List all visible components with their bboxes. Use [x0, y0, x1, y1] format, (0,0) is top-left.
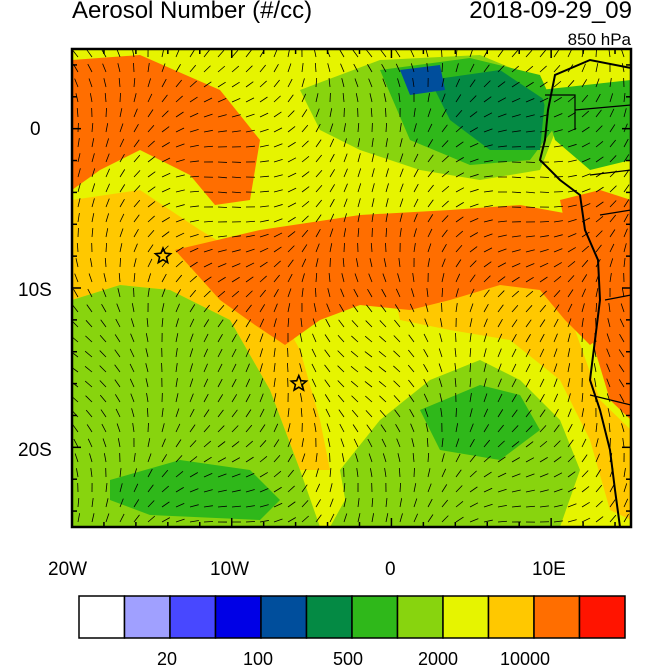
colorbar-swatch [216, 596, 262, 638]
colorbar-label: 2000 [418, 649, 458, 669]
colorbar-swatch [352, 596, 398, 638]
colorbar-swatch [534, 596, 580, 638]
colorbar-swatch [489, 596, 535, 638]
colorbar-swatch [398, 596, 444, 638]
colorbar-swatch [79, 596, 125, 638]
colorbar-label: 100 [243, 649, 273, 669]
colorbar-swatch [580, 596, 626, 638]
colorbar-label: 20 [157, 649, 177, 669]
colorbar-swatch [261, 596, 307, 638]
colorbar-label: 10000 [500, 649, 550, 669]
colorbar-swatch [170, 596, 216, 638]
colorbar-label: 500 [333, 649, 363, 669]
colorbar-swatch [443, 596, 489, 638]
colorbar-swatch [307, 596, 353, 638]
colorbar-swatch [125, 596, 171, 638]
